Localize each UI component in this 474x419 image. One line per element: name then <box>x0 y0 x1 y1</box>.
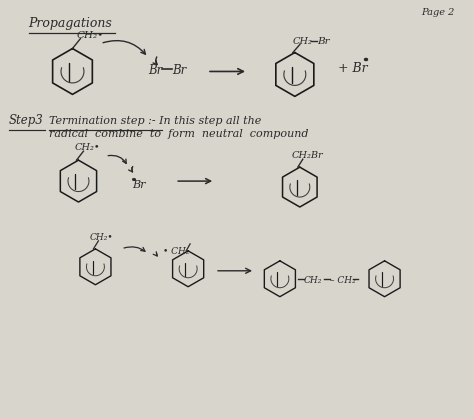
Text: + Br: + Br <box>337 62 367 75</box>
Text: CH₂: CH₂ <box>293 36 313 46</box>
Text: radical  combine  to  form  neutral  compound: radical combine to form neutral compound <box>48 129 308 139</box>
Text: CH₂Br: CH₂Br <box>292 151 323 160</box>
Text: CH₂•: CH₂• <box>90 233 113 242</box>
Text: CH₂•: CH₂• <box>76 31 104 39</box>
Text: – CH₂: – CH₂ <box>330 276 356 285</box>
Text: Page 2: Page 2 <box>421 8 455 17</box>
Text: Br: Br <box>172 65 186 78</box>
Text: • CH₂: • CH₂ <box>163 247 190 256</box>
Text: Br: Br <box>317 36 329 46</box>
Text: Termination step :- In this step all the: Termination step :- In this step all the <box>48 116 261 126</box>
Text: CH₂: CH₂ <box>304 276 322 285</box>
Text: Step3: Step3 <box>9 114 44 127</box>
Text: Br: Br <box>132 180 146 190</box>
Text: Propagations: Propagations <box>28 17 112 30</box>
Text: CH₂•: CH₂• <box>74 143 100 152</box>
Text: Br: Br <box>148 65 163 78</box>
